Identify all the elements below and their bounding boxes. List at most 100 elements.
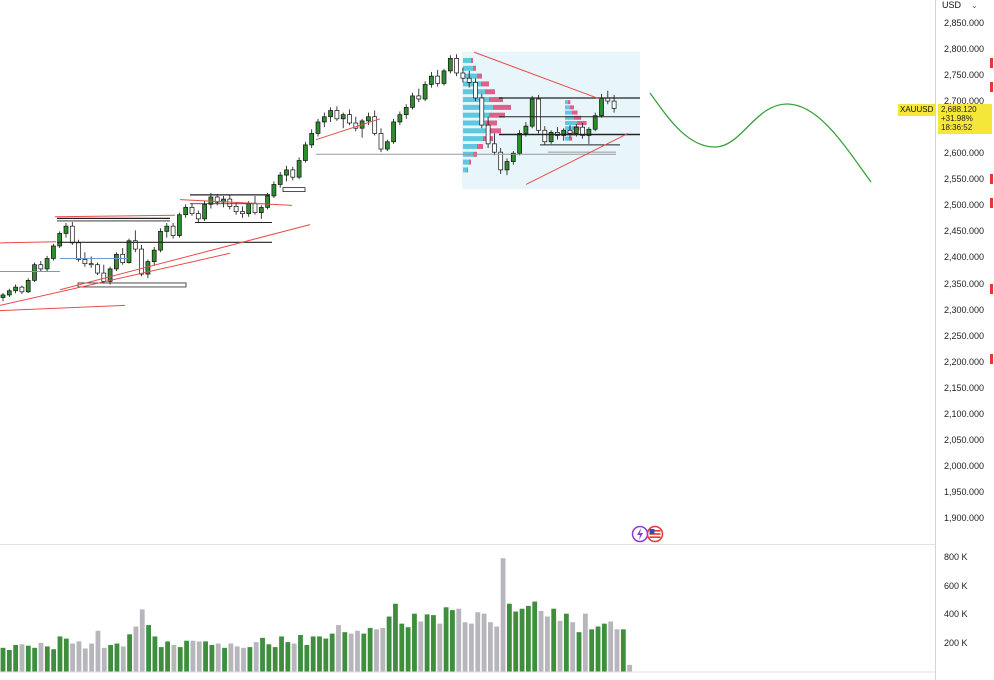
candle-body xyxy=(321,116,327,123)
earnings-icon[interactable] xyxy=(631,525,649,543)
candle-body xyxy=(240,211,245,215)
pane-divider[interactable] xyxy=(0,544,935,545)
candle xyxy=(567,125,573,138)
candle-body xyxy=(378,133,384,150)
candle xyxy=(391,118,396,144)
candle-body xyxy=(158,231,163,251)
volume-bar xyxy=(614,629,620,672)
price-axis-label: 2,550.000 xyxy=(944,174,985,185)
candle xyxy=(586,127,592,144)
trend-line xyxy=(525,132,629,185)
candle-body xyxy=(429,75,434,85)
candle-body xyxy=(227,198,233,207)
candle xyxy=(189,203,195,216)
candle-body xyxy=(586,128,592,136)
us-flag-icon[interactable] xyxy=(646,525,664,543)
alert-marker[interactable] xyxy=(990,354,993,364)
candle-body xyxy=(416,95,422,100)
candle-body xyxy=(384,141,390,150)
volume-bar xyxy=(576,632,582,672)
volume-bar xyxy=(595,626,601,672)
candle xyxy=(69,222,75,245)
candle-body xyxy=(479,97,485,126)
price-axis-label: 2,800.000 xyxy=(944,44,985,55)
candle-body xyxy=(296,160,302,178)
price-axis-label: 2,750.000 xyxy=(944,70,985,81)
candle xyxy=(114,252,119,271)
volume-bar xyxy=(291,643,297,672)
price-axis-label: 1,950.000 xyxy=(944,486,985,497)
candle-body xyxy=(258,207,264,213)
currency-selector[interactable]: USD ⌄ xyxy=(942,0,978,10)
candle-body xyxy=(391,121,396,143)
price-axis-label: 2,050.000 xyxy=(944,434,985,445)
volume-bar xyxy=(481,613,487,672)
candle-body xyxy=(19,286,25,293)
price-axis-label: 2,000.000 xyxy=(944,460,985,471)
volume-bar xyxy=(222,647,227,672)
candle-body xyxy=(107,268,113,282)
volume-bar xyxy=(557,620,563,672)
alert-marker[interactable] xyxy=(990,58,993,68)
volume-pane xyxy=(0,558,935,673)
volume-bar xyxy=(70,643,76,672)
candle xyxy=(580,123,585,139)
volume-bar xyxy=(342,632,348,672)
candle xyxy=(164,223,170,238)
volume-bar xyxy=(57,636,63,672)
candle xyxy=(441,68,447,86)
volume-bar xyxy=(82,648,88,672)
profile-bar xyxy=(565,115,574,120)
volume-axis-label: 200 K xyxy=(944,637,968,648)
profile-bar xyxy=(569,136,573,141)
alert-marker[interactable] xyxy=(990,284,993,294)
candle-body xyxy=(252,202,258,213)
candle xyxy=(372,110,378,136)
volume-bar xyxy=(51,649,57,672)
bar-countdown: 18:36:52 xyxy=(941,123,973,132)
candle xyxy=(592,112,598,132)
price-axis-label: 2,200.000 xyxy=(944,356,985,367)
chevron-down-icon: ⌄ xyxy=(971,1,978,10)
volume-bar xyxy=(228,643,234,672)
profile-bar xyxy=(572,110,578,115)
price-axis[interactable]: USD ⌄ 2,850.000 2,800.000 2,750.000 2,700.00… xyxy=(935,0,994,680)
volume-bar xyxy=(13,644,19,672)
volume-bar xyxy=(146,625,151,672)
candle xyxy=(410,92,415,110)
candle-body xyxy=(536,98,541,131)
price-axis-label: 1,900.000 xyxy=(944,513,985,523)
candle xyxy=(95,262,100,276)
candle xyxy=(132,230,138,253)
candle-body xyxy=(132,240,138,250)
profile-bar xyxy=(473,65,476,71)
candle-body xyxy=(573,126,579,134)
candle-body xyxy=(170,225,176,236)
candle-body xyxy=(126,240,132,263)
candle-body xyxy=(202,203,207,220)
candle xyxy=(38,261,44,272)
candle-body xyxy=(599,97,604,117)
candle xyxy=(6,288,12,298)
volume-bar xyxy=(507,603,512,672)
main-chart[interactable] xyxy=(0,0,935,680)
alert-marker[interactable] xyxy=(990,82,993,92)
alert-marker[interactable] xyxy=(990,174,993,184)
event-icons[interactable] xyxy=(631,525,665,543)
profile-bar xyxy=(487,128,501,134)
candle xyxy=(492,133,497,156)
candle xyxy=(120,248,126,265)
volume-bar xyxy=(456,608,462,672)
candle-body xyxy=(277,174,283,185)
alert-marker[interactable] xyxy=(990,198,993,208)
volume-bar xyxy=(488,622,493,672)
volume-bar xyxy=(120,646,126,672)
volume-bar xyxy=(38,642,44,672)
profile-bar xyxy=(469,159,471,165)
last-price-change: +31.98% xyxy=(941,114,973,123)
price-axis-label: 2,100.000 xyxy=(944,408,985,419)
volume-bar xyxy=(513,611,519,672)
volume-axis-label: 600 K xyxy=(944,580,968,591)
candle-body xyxy=(101,272,107,282)
volume-bar xyxy=(215,643,221,672)
